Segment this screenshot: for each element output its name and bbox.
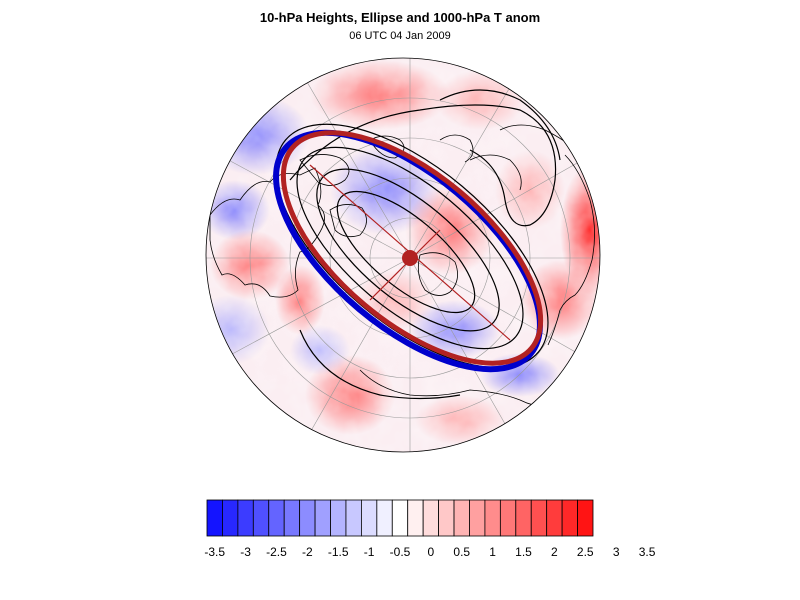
colorbar-box: [330, 499, 347, 537]
colorbar-box: [345, 499, 362, 537]
colorbar-tick-label: -0.5: [390, 545, 411, 559]
polar-map: [205, 57, 601, 453]
colorbar-tick-label: 3: [613, 545, 620, 559]
colorbar-box: [237, 499, 254, 537]
colorbar-tick-label: 2: [551, 545, 558, 559]
colorbar-box: [530, 499, 548, 537]
vortex-ellipse-outer: [280, 130, 544, 366]
chart-subtitle: 06 UTC 04 Jan 2009: [349, 30, 451, 42]
colorbar-tick-label: -2.5: [266, 545, 287, 559]
chart-title: 10-hPa Heights, Ellipse and 1000-hPa T a…: [259, 10, 541, 25]
colorbar-box: [515, 499, 532, 537]
colorbar-box: [391, 499, 409, 537]
colorbar-tick-label: -1.5: [328, 545, 349, 559]
height-contours: [275, 89, 561, 400]
colorbar-tick-label: 1: [489, 545, 496, 559]
colorbar-box: [499, 499, 517, 537]
ellipse-centroid-marker: [402, 250, 418, 266]
colorbar-tick-label: 0: [428, 545, 435, 559]
colorbar-tick-label: 0.5: [453, 545, 470, 559]
colorbar-box: [376, 499, 393, 537]
colorbar-tick-label: 1.5: [515, 545, 532, 559]
colorbar-box: [546, 499, 563, 537]
colorbar-box: [222, 499, 239, 537]
colorbar-box: [299, 499, 316, 537]
colorbar-tick-label: -3.5: [204, 545, 225, 559]
colorbar-box: [252, 499, 270, 537]
colorbar-box: [577, 499, 594, 537]
colorbar-tick-label: -3: [240, 545, 251, 559]
colorbar-tick-label: -2: [302, 545, 313, 559]
colorbar-box: [561, 499, 578, 537]
colorbar-tick-label: 3.5: [639, 545, 656, 559]
vortex-ellipse-inner: [273, 129, 543, 373]
colorbar-box: [453, 499, 470, 537]
colorbar-box: [206, 499, 223, 537]
colorbar-box: [484, 499, 501, 537]
colorbar-box: [422, 499, 440, 537]
colorbar-box: [438, 499, 455, 537]
colorbar-box: [314, 499, 331, 537]
temperature-anomaly-field: [206, 58, 600, 452]
colorbar-tick-label: 2.5: [577, 545, 594, 559]
colorbar-box: [469, 499, 486, 537]
colorbar-box: [268, 499, 285, 537]
map-border: [205, 57, 601, 453]
colorbar-tick-label: -1: [364, 545, 375, 559]
colorbar-box: [360, 499, 378, 537]
colorbar-box: [407, 499, 424, 537]
colorbar-box: [283, 499, 301, 537]
